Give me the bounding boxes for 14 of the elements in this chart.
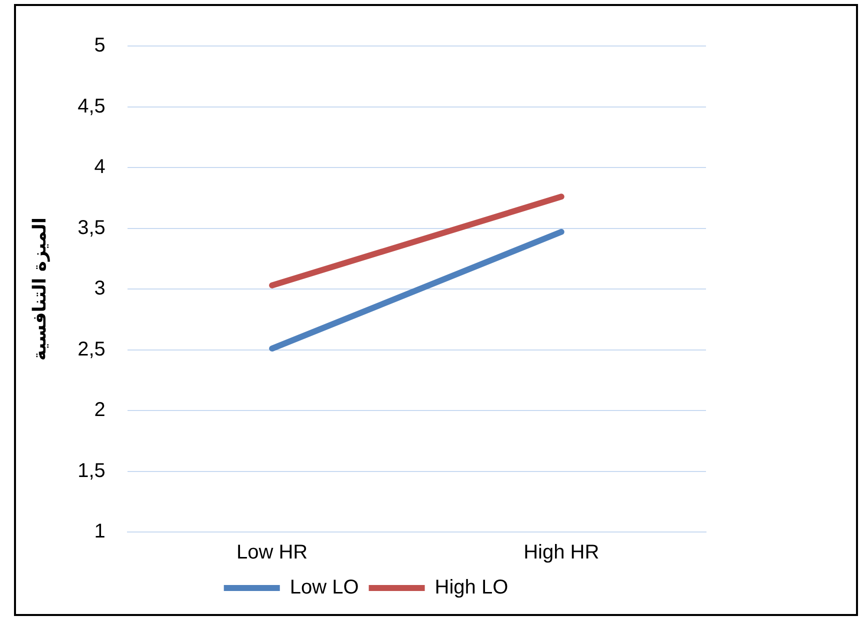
y-tick-label: 3,5 — [78, 216, 106, 239]
legend-label: High LO — [434, 576, 508, 599]
y-tick-label: 1 — [94, 520, 106, 543]
legend-label: Low LO — [290, 576, 359, 599]
x-tick-label: Low HR — [236, 542, 308, 564]
y-tick-label: 5 — [94, 34, 106, 57]
y-tick-label: 4 — [94, 156, 106, 178]
y-tick-label: 2,5 — [78, 338, 106, 360]
x-tick-label: High HR — [524, 542, 600, 564]
y-tick-label: 1,5 — [78, 460, 106, 482]
y-tick-label: 3 — [94, 278, 106, 300]
y-tick-label: 4,5 — [78, 95, 106, 118]
y-axis-title: الميزة التنافسية — [29, 217, 50, 361]
y-tick-label: 2 — [94, 399, 106, 422]
